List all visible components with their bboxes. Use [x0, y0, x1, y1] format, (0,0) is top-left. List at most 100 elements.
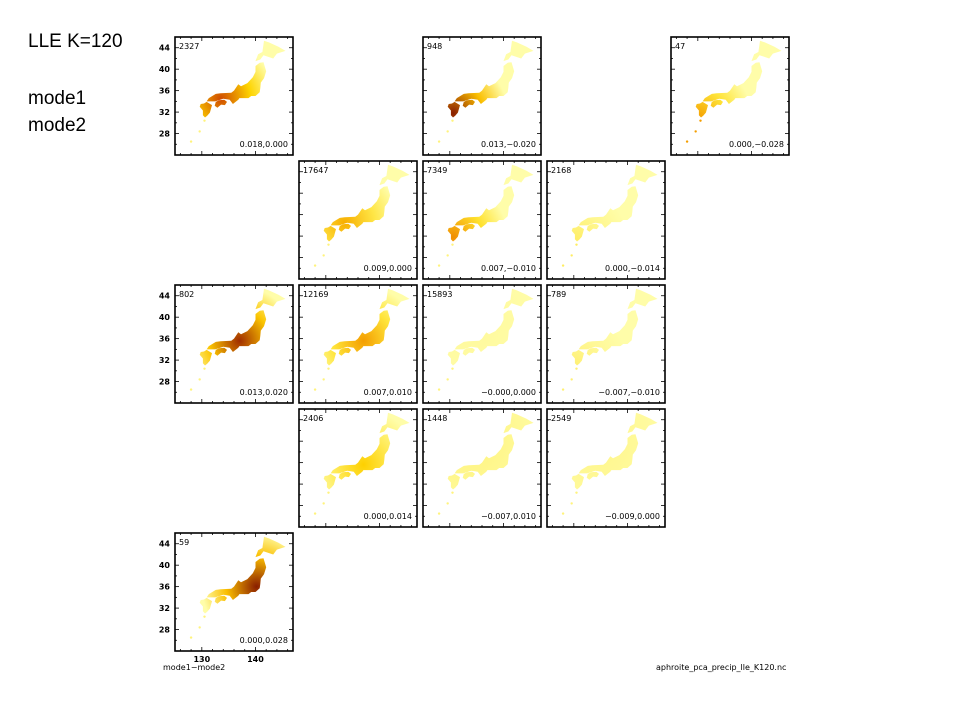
land-region	[379, 288, 410, 310]
island-dot	[570, 378, 573, 381]
map-panel: 2406 0.000,0.014	[298, 408, 418, 528]
panel-mode-values: −0.007,0.010	[481, 512, 536, 521]
island-dot	[437, 388, 441, 391]
lat-tick-label: 28	[159, 378, 171, 387]
island-dot	[561, 388, 565, 391]
island-dot	[189, 636, 193, 639]
panel-count: 47	[675, 42, 685, 51]
land-region	[199, 597, 212, 614]
island-dot	[313, 264, 317, 267]
island-dot	[198, 130, 201, 133]
island-dot	[575, 243, 578, 246]
land-region	[447, 349, 460, 366]
panel-mode-values: 0.007,−0.010	[481, 264, 536, 273]
panel-mode-values: 0.007,0.010	[364, 388, 412, 397]
island-dot	[451, 491, 454, 494]
land-region	[454, 310, 515, 352]
island-dot	[446, 130, 449, 133]
land-region	[454, 62, 515, 104]
panel-count: 12169	[303, 290, 328, 299]
legend-mode2-label: mode2	[28, 115, 87, 136]
lat-tick-label: 44	[159, 44, 171, 53]
island-dot	[561, 512, 565, 515]
island-dot	[699, 119, 702, 122]
lon-tick-label: 140	[247, 655, 264, 664]
land-region	[447, 101, 460, 118]
island-dot	[451, 119, 454, 122]
japan-land	[313, 164, 410, 267]
panel-ticks	[423, 285, 541, 403]
island-dot	[198, 378, 201, 381]
island-dot	[575, 367, 578, 370]
panel-ticks	[299, 161, 417, 279]
japan-land	[561, 412, 658, 515]
land-region	[330, 434, 391, 476]
island-dot	[198, 626, 201, 629]
panel-mode-values: 0.013,0.020	[240, 388, 288, 397]
land-region	[338, 347, 351, 356]
panel-count: 2549	[551, 414, 571, 423]
island-dot	[203, 367, 206, 370]
footer-filename: aphroite_pca_precip_lle_K120.nc	[656, 663, 787, 672]
lat-tick-label: 32	[159, 604, 170, 613]
japan-land	[437, 412, 534, 515]
island-dot	[685, 140, 689, 143]
land-region	[454, 186, 515, 228]
lat-tick-label: 40	[159, 65, 171, 74]
lat-tick-label: 28	[159, 626, 171, 635]
footer-axis-note: mode1−mode2	[163, 663, 226, 672]
panel-ticks	[299, 285, 417, 403]
panel-ticks	[547, 409, 665, 527]
land-region	[199, 349, 212, 366]
panel-ticks	[423, 37, 541, 155]
land-region	[503, 412, 534, 434]
island-dot	[575, 491, 578, 494]
map-panel: 2549 −0.009,0.000	[546, 408, 666, 528]
panel-ticks	[175, 285, 293, 403]
panel-count: 802	[179, 290, 194, 299]
island-dot	[561, 264, 565, 267]
island-dot	[327, 243, 330, 246]
land-region	[627, 288, 658, 310]
japan-land	[189, 40, 286, 143]
map-panel: 59 0.000,0.028 44 40 36 32 28 130 140	[159, 532, 294, 664]
lat-tick-label: 44	[159, 292, 171, 301]
land-region	[571, 349, 584, 366]
panel-ticks	[671, 37, 789, 155]
panel-ticks	[175, 533, 293, 651]
island-dot	[327, 367, 330, 370]
land-region	[255, 40, 286, 62]
land-region	[503, 164, 534, 186]
land-region	[462, 223, 475, 232]
lon-tick-label: 130	[193, 655, 210, 664]
lat-tick-label: 44	[159, 540, 171, 549]
land-region	[206, 558, 267, 600]
panel-mode-values: −0.009,0.000	[605, 512, 660, 521]
lat-tick-label: 40	[159, 561, 171, 570]
land-region	[199, 101, 212, 118]
japan-land	[437, 288, 534, 391]
island-dot	[203, 615, 206, 618]
figure-title: LLE K=120	[28, 31, 123, 52]
island-dot	[322, 254, 325, 257]
japan-land	[437, 40, 534, 143]
land-region	[503, 40, 534, 62]
land-region	[323, 225, 336, 242]
island-dot	[189, 388, 193, 391]
land-region	[330, 310, 391, 352]
land-region	[586, 223, 599, 232]
panel-mode-values: 0.013,−0.020	[481, 140, 536, 149]
island-dot	[313, 512, 317, 515]
japan-land	[313, 288, 410, 391]
panel-count: 2327	[179, 42, 199, 51]
land-region	[627, 412, 658, 434]
island-dot	[189, 140, 193, 143]
island-dot	[437, 140, 441, 143]
island-dot	[446, 378, 449, 381]
map-panel: 1448 −0.007,0.010	[422, 408, 542, 528]
land-region	[447, 225, 460, 242]
panel-count: 7349	[427, 166, 447, 175]
land-region	[214, 99, 227, 108]
land-region	[323, 473, 336, 490]
land-region	[447, 473, 460, 490]
